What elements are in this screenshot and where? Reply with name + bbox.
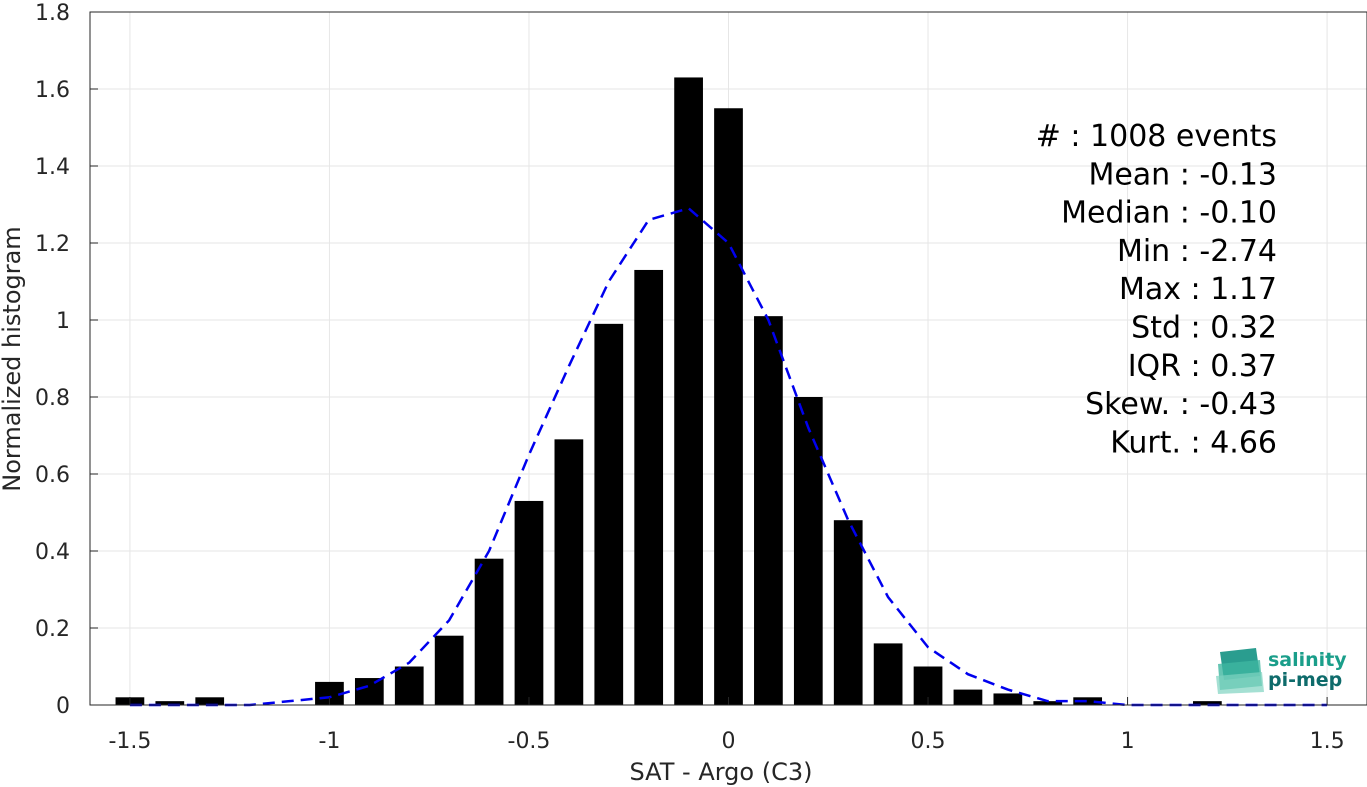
histogram-bar (953, 689, 983, 705)
logo-wave-icon (1216, 672, 1264, 694)
x-tick-label: 0.5 (911, 729, 946, 754)
stats-line: IQR : 0.37 (1128, 349, 1277, 384)
stats-line: Mean : -0.13 (1088, 157, 1277, 192)
histogram-bar (394, 666, 424, 705)
histogram-bar (195, 697, 225, 705)
histogram-bar (674, 77, 703, 705)
histogram-bar (634, 269, 664, 705)
x-tick-label: -1 (318, 729, 340, 754)
stats-line: Std : 0.32 (1131, 311, 1277, 346)
y-tick-label: 1.8 (35, 1, 70, 26)
x-ticks: -1.5 -1 -0.5 0 0.5 1 1.5 (108, 697, 1345, 754)
y-tick-label: 0.2 (35, 617, 70, 642)
histogram-bar (554, 439, 584, 705)
stats-line: Max : 1.17 (1119, 272, 1277, 307)
y-tick-label: 0 (56, 694, 70, 719)
logo-line2: pi-mep (1268, 669, 1342, 691)
histogram-bar (1193, 701, 1222, 705)
y-tick-label: 1.6 (35, 78, 70, 103)
x-tick-label: 0 (722, 729, 736, 754)
stats-line: Skew. : -0.43 (1085, 387, 1277, 422)
y-tick-label: 0.8 (35, 386, 70, 411)
bars (115, 77, 1222, 705)
histogram-bar (474, 558, 504, 705)
histogram-bar (155, 701, 185, 705)
histogram-bar (754, 316, 783, 705)
stats-line: Min : -2.74 (1117, 234, 1277, 269)
x-tick-label: -0.5 (508, 729, 551, 754)
x-tick-label: -1.5 (108, 729, 151, 754)
x-axis-label: SAT - Argo (C3) (630, 758, 813, 786)
histogram-bar (1033, 701, 1063, 705)
salinity-pi-mep-logo: salinity pi-mep (1216, 648, 1347, 694)
y-tick-label: 0.6 (35, 463, 70, 488)
stats-line: # : 1008 events (1036, 119, 1277, 154)
y-tick-label: 1 (56, 309, 70, 334)
histogram-bar (873, 643, 903, 705)
histogram-bar (514, 500, 544, 705)
y-tick-label: 1.4 (35, 155, 70, 180)
stats-line: Median : -0.10 (1061, 196, 1277, 231)
x-tick-label: 1.5 (1310, 729, 1345, 754)
histogram-bar (594, 323, 624, 705)
histogram-bar (993, 693, 1023, 705)
histogram-bar (354, 678, 384, 705)
y-tick-label: 0.4 (35, 540, 70, 565)
stats-line: Kurt. : 4.66 (1110, 425, 1277, 460)
histogram-bar (793, 397, 823, 705)
y-axis-label: Normalized histogram (0, 226, 26, 491)
histogram-bar (1073, 697, 1103, 705)
y-tick-label: 1.2 (35, 232, 70, 257)
x-tick-label: 1 (1121, 729, 1135, 754)
histogram-bar (714, 108, 743, 705)
histogram-bar (434, 635, 464, 705)
histogram-bar (833, 520, 863, 705)
logo-line1: salinity (1268, 649, 1347, 671)
y-ticks: 0 0.2 0.4 0.6 0.8 1 1.2 1.4 1.6 1.8 (35, 1, 98, 719)
